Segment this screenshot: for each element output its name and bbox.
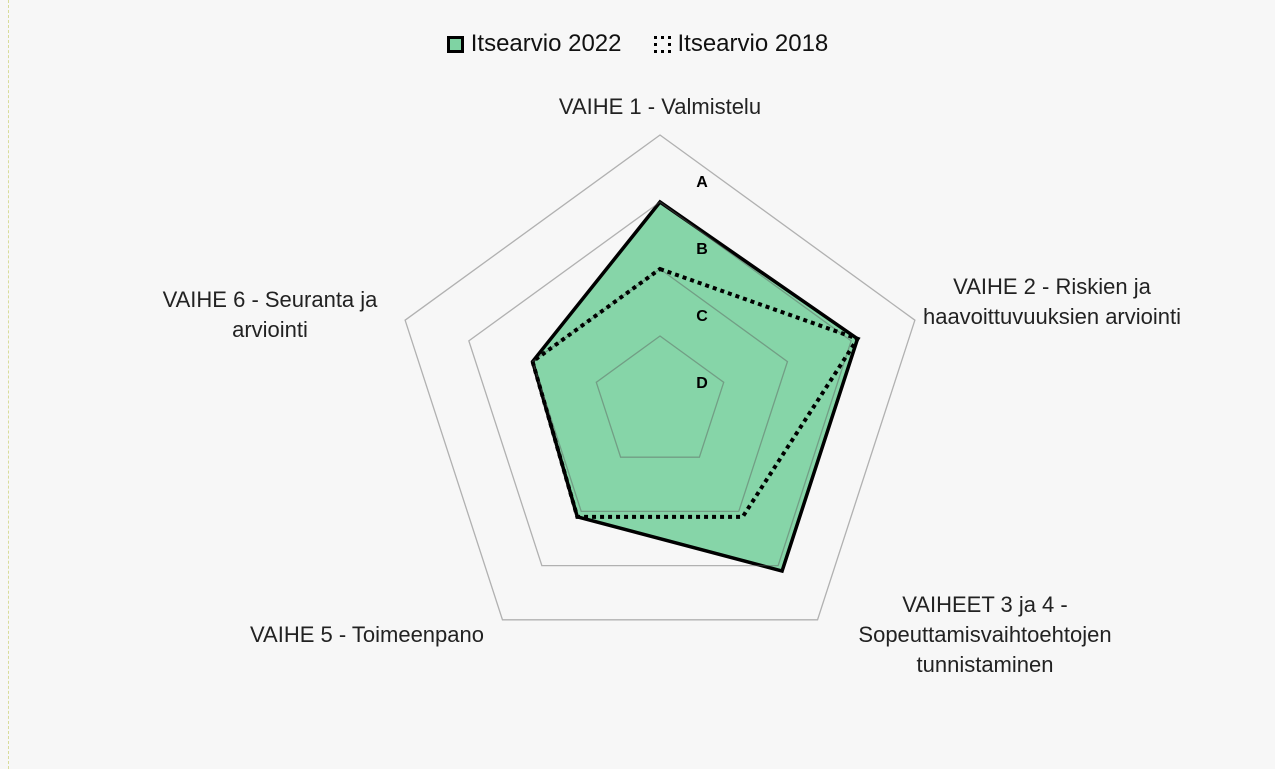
legend-label: Itsearvio 2018 xyxy=(677,30,829,57)
series-area xyxy=(530,266,861,519)
category-label: VAIHE 1 - Valmistelu xyxy=(558,94,762,119)
series-area xyxy=(530,199,860,574)
legend-item: Itsearvio 2022 xyxy=(446,30,622,58)
y-tick-label: D xyxy=(696,375,708,392)
category-label: VAIHE 6 - Seuranta ja arviointi xyxy=(162,287,378,342)
y-tick-label: C xyxy=(696,308,708,325)
category-label: VAIHE 2 - Riskien ja haavoittuvuuksien a… xyxy=(922,274,1182,329)
grid-ring xyxy=(531,268,789,513)
legend-swatch xyxy=(653,35,671,53)
y-tick-label: B xyxy=(696,241,708,258)
legend-label: Itsearvio 2022 xyxy=(470,30,622,57)
legend-item: Itsearvio 2018 xyxy=(653,30,829,58)
legend: Itsearvio 2022 Itsearvio 2018 xyxy=(0,30,1275,58)
frame-edge xyxy=(8,0,9,769)
legend-swatch xyxy=(446,35,464,53)
grid-ring xyxy=(404,134,916,621)
y-tick-label: A xyxy=(696,174,708,191)
category-label: VAIHEET 3 ja 4 - Sopeuttamisvaihtoehtoje… xyxy=(858,592,1112,677)
grid-ring xyxy=(468,201,852,567)
grid-ring xyxy=(595,335,725,458)
category-label: VAIHE 5 - Toimeenpano xyxy=(250,622,484,647)
